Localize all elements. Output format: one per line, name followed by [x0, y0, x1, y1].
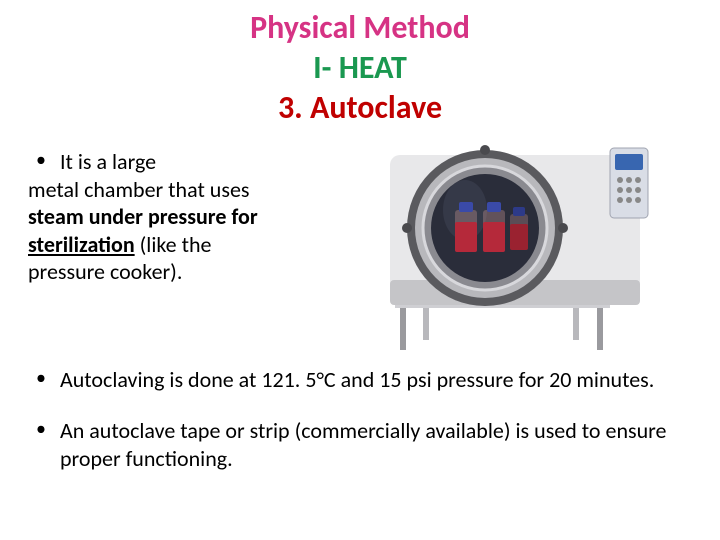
bullet-1-line3: steam under pressure for — [28, 203, 308, 231]
bullet-3-text: An autoclave tape or strip (commercially… — [60, 417, 692, 472]
bullet-marker: • — [36, 366, 46, 390]
autoclave-image — [345, 140, 680, 350]
title-line-1: Physical Method — [0, 8, 720, 48]
bullet-1-rest: (like the — [135, 231, 212, 258]
bullet-marker: • — [36, 417, 46, 441]
bullet-marker: • — [36, 148, 46, 172]
title-block: Physical Method I- HEAT 3. Autoclave — [0, 0, 720, 128]
bullet-1-lead: It is a large — [60, 148, 156, 176]
bullet-1-line5: pressure cooker). — [28, 258, 308, 286]
bullet-2-text: Autoclaving is done at 121. 5°C and 15 p… — [60, 366, 654, 394]
bullet-1-line2: metal chamber that uses — [28, 176, 308, 204]
bullet-3-row: • An autoclave tape or strip (commercial… — [28, 417, 692, 472]
bullet-1-line4: sterilization (like the — [28, 231, 308, 259]
bullet-2-row: • Autoclaving is done at 121. 5°C and 15… — [28, 366, 692, 394]
bullet-1-sterilization: sterilization — [28, 231, 135, 258]
title-line-3: 3. Autoclave — [0, 88, 720, 128]
title-line-2: I- HEAT — [0, 48, 720, 88]
